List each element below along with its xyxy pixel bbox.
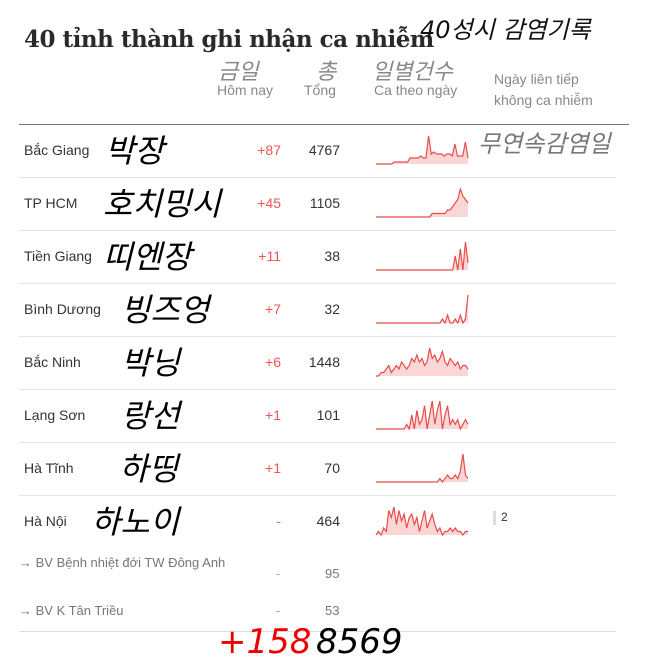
subrow-name: → BV K Tân Triều [19, 603, 124, 618]
sparkline-line [376, 453, 469, 484]
sparkline-line [375, 506, 468, 537]
total-cases: 464 [316, 513, 340, 529]
total-cases: 1105 [309, 195, 340, 211]
today-cases: +11 [258, 248, 281, 264]
sparkline-line [376, 135, 469, 165]
annotation-title: 40성시 감염기록 [420, 16, 591, 44]
annotation-sum-today: +158 [218, 622, 312, 662]
header-total: Tổng [304, 82, 336, 98]
today-cases: +6 [265, 354, 281, 370]
annotation-province: 박닝 [121, 344, 180, 382]
annotation-province: 띠엔장 [103, 238, 192, 276]
sparkline-area [376, 295, 468, 323]
today-cases: +7 [265, 301, 281, 317]
sparkline-area [376, 242, 468, 270]
header-streak-line2: không ca nhiễm [494, 92, 593, 108]
total-cases: 38 [324, 248, 340, 264]
sparkline-line [376, 294, 469, 325]
annotation-today: 금일 [218, 60, 259, 85]
daily-sparkline [376, 135, 469, 165]
header-daily: Ca theo ngày [374, 82, 458, 98]
header-today: Hôm nay [217, 82, 274, 98]
daily-sparkline [376, 400, 469, 431]
province-name: Hà Tĩnh [24, 460, 74, 476]
province-name: Bắc Giang [24, 142, 90, 158]
province-name: Bắc Ninh [24, 354, 81, 370]
sparkline-line [376, 241, 469, 271]
annotation-province: 랑선 [121, 397, 180, 435]
table-row: Bắc Ninh 박닝 +6 1448 [19, 336, 616, 390]
header-streak-line1: Ngày liên tiếp [494, 71, 579, 87]
table-bottom-divider [19, 631, 616, 632]
total-cases: 4767 [308, 142, 340, 158]
header-streak: Ngày liên tiếp không ca nhiễm [494, 69, 593, 111]
annotation-sum-total: 8569 [316, 622, 403, 662]
table-row: Hà Nội 하노이 - 464 2 [19, 495, 616, 548]
today-cases: +1 [265, 460, 281, 476]
today-cases: +45 [257, 195, 281, 211]
annotation-total: 총 [316, 60, 337, 85]
subrow-total: 53 [325, 603, 340, 618]
daily-sparkline [376, 294, 469, 325]
table-row: Lạng Sơn 랑선 +1 101 [19, 389, 616, 443]
province-name: Bình Dương [24, 301, 101, 317]
annotation-province: 박장 [105, 132, 164, 170]
daily-sparkline [376, 241, 469, 271]
annotation-streak: 무연속감염일 [478, 130, 611, 158]
total-cases: 1448 [308, 354, 340, 370]
table-row: Tiền Giang 띠엔장 +11 38 [19, 230, 616, 284]
province-name: Tiền Giang [24, 248, 92, 264]
table-row: TP HCM 호치밍시 +45 1105 [19, 177, 616, 231]
province-name: Hà Nội [24, 513, 67, 529]
page-title: 40 tỉnh thành ghi nhận ca nhiễm [24, 26, 434, 53]
sparkline-line [376, 187, 469, 218]
subrow-today: - [276, 603, 281, 618]
sparkline-area [376, 454, 468, 482]
total-cases: 32 [324, 301, 340, 317]
sparkline-area [376, 348, 468, 376]
annotation-province: 하노이 [91, 503, 180, 541]
subrow-total: 95 [325, 566, 340, 581]
header-divider [19, 124, 629, 125]
today-cases: +87 [257, 142, 281, 158]
sparkline-line [376, 400, 469, 431]
subrow-name: → BV Bệnh nhiệt đới TW Đông Anh [19, 555, 226, 570]
annotation-province: 빙즈엉 [121, 291, 210, 329]
annotation-province: 하띵 [119, 450, 178, 488]
streak-bar [493, 511, 496, 525]
streak-days: 2 [501, 510, 508, 524]
total-cases: 101 [316, 407, 340, 423]
table-row: Bình Dương 빙즈엉 +7 32 [19, 283, 616, 337]
sparkline-area [376, 136, 468, 164]
total-cases: 70 [324, 460, 340, 476]
sparkline-line [376, 347, 469, 377]
province-name: Lạng Sơn [24, 407, 86, 423]
annotation-province: 호치밍시 [103, 185, 221, 223]
daily-sparkline [376, 187, 469, 218]
province-name: TP HCM [24, 195, 78, 211]
annotation-daily: 일별건수 [372, 60, 453, 85]
table-row: Hà Tĩnh 하띵 +1 70 [19, 442, 616, 496]
today-cases: +1 [265, 407, 281, 423]
daily-sparkline [376, 453, 469, 484]
daily-sparkline [375, 506, 468, 537]
today-cases: - [276, 513, 281, 529]
sparkline-area [376, 401, 468, 429]
table-row: Bắc Giang 박장 +87 4767 [19, 124, 616, 178]
subrow-today: - [276, 566, 281, 581]
daily-sparkline [376, 347, 469, 377]
sparkline-area [376, 189, 468, 217]
